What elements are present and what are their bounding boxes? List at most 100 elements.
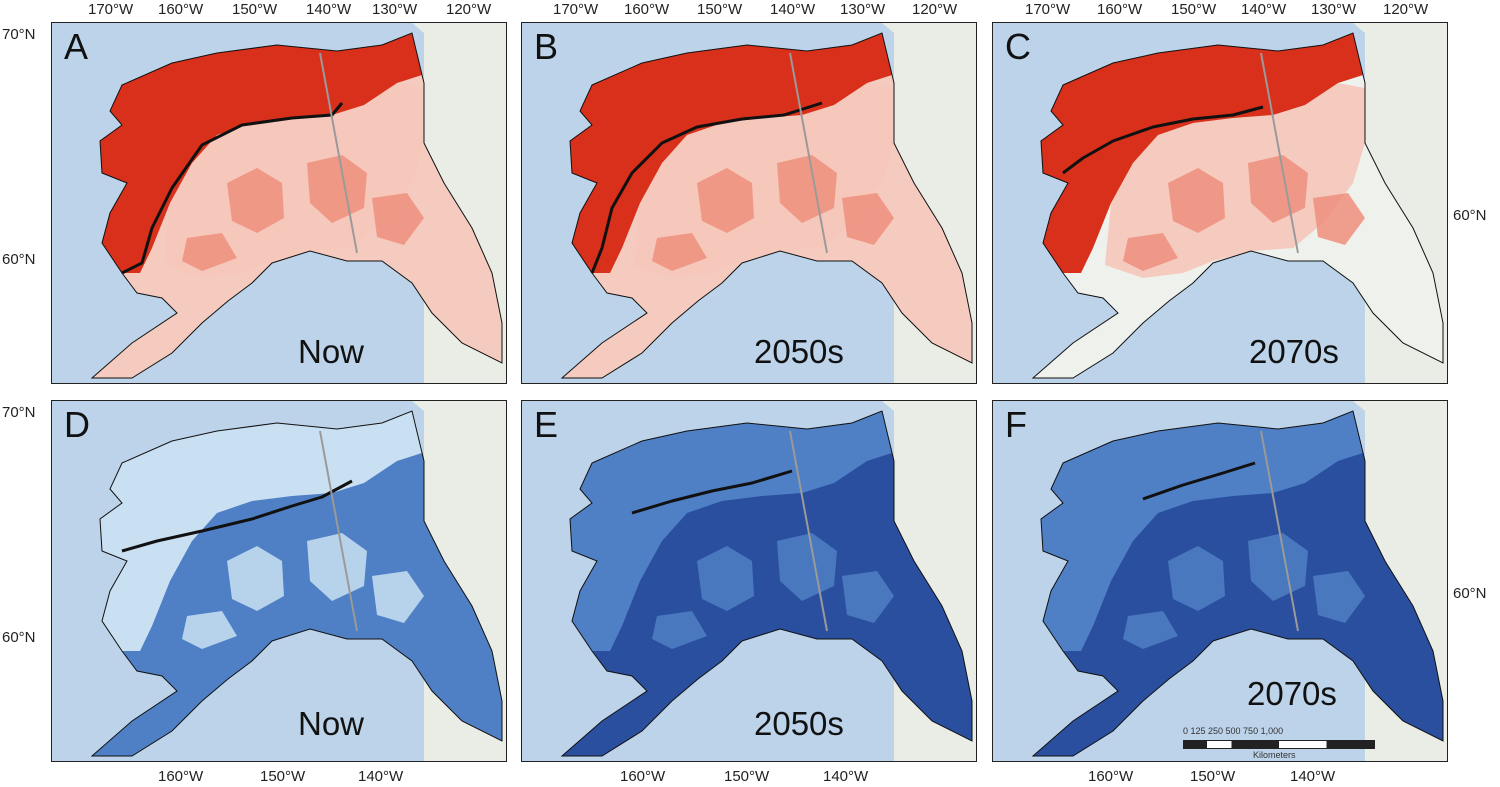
border-line — [319, 430, 358, 632]
climate-fill-interior — [634, 83, 894, 278]
contour-line — [1142, 461, 1256, 501]
climate-patch — [777, 155, 837, 223]
lon-tick-top: 120°W — [446, 1, 492, 18]
climate-patch — [697, 546, 754, 611]
map-panel-e: E 2050s — [521, 400, 977, 762]
panel-letter: B — [534, 26, 559, 67]
climate-patch — [1313, 571, 1365, 623]
coastline — [90, 410, 503, 757]
period-label: 2050s — [754, 333, 844, 370]
map-panel-b: B 2050s — [521, 22, 977, 384]
climate-patch — [777, 533, 837, 601]
lon-tick-top: 140°W — [770, 1, 816, 18]
climate-patch — [1248, 155, 1308, 223]
climate-patch — [697, 168, 754, 233]
lon-tick-bottom: 140°W — [823, 768, 869, 785]
map-panel-f: F 2070s 0 125 250 500 750 1,000 Kilomete… — [992, 400, 1448, 762]
period-label: Now — [298, 705, 365, 742]
map-panel-d: D Now — [51, 400, 507, 762]
climate-fill-north — [1041, 33, 1363, 273]
climate-patch — [1248, 533, 1308, 601]
coastline — [560, 32, 973, 379]
lat-tick-right: 60°N — [1453, 207, 1487, 224]
climate-patch — [1168, 168, 1225, 233]
border-line — [1260, 52, 1299, 254]
climate-patch — [182, 233, 237, 271]
lon-tick-top: 130°W — [840, 1, 886, 18]
scale-bar: 0 125 250 500 750 1,000 Kilometers — [1183, 726, 1383, 761]
lon-tick-top: 170°W — [1025, 1, 1071, 18]
border-line — [789, 430, 828, 632]
climate-patch — [1123, 611, 1178, 649]
lon-tick-top: 170°W — [553, 1, 599, 18]
lon-tick-bottom: 150°W — [724, 768, 770, 785]
lon-tick-top: 170°W — [88, 1, 134, 18]
lon-tick-bottom: 160°W — [620, 768, 666, 785]
climate-patch — [652, 233, 707, 271]
lat-tick-left: 70°N — [2, 26, 36, 43]
climate-patch — [842, 571, 894, 623]
climate-fill-interior — [1105, 461, 1365, 656]
contour-line — [121, 102, 344, 275]
period-label: 2070s — [1249, 333, 1339, 370]
climate-fill-north — [570, 33, 892, 273]
lon-tick-bottom: 140°W — [358, 768, 404, 785]
scale-bar-graphic — [1183, 740, 1375, 749]
climate-patch — [1168, 546, 1225, 611]
climate-patch — [842, 193, 894, 245]
climate-patch — [1313, 193, 1365, 245]
climate-patch — [182, 611, 237, 649]
climate-fill-north — [100, 33, 422, 273]
border-line — [319, 52, 358, 254]
coastline — [560, 410, 973, 757]
contour-line — [590, 101, 823, 274]
climate-fill-north — [100, 411, 422, 651]
climate-fill-interior — [1105, 83, 1365, 278]
panel-letter: E — [534, 404, 559, 445]
coastline — [1031, 32, 1444, 379]
contour-line — [1062, 105, 1264, 175]
map-canvas — [522, 23, 976, 383]
lon-tick-bottom: 140°W — [1290, 768, 1336, 785]
climate-fill-north — [1041, 411, 1363, 651]
lon-tick-top: 150°W — [232, 1, 278, 18]
climate-fill-interior — [164, 461, 424, 656]
climate-patch — [227, 168, 284, 233]
lon-tick-top: 130°W — [1311, 1, 1357, 18]
climate-patch — [372, 571, 424, 623]
lon-tick-top: 120°W — [912, 1, 958, 18]
period-label: 2050s — [754, 705, 844, 742]
contour-line — [121, 479, 353, 553]
contour-line — [631, 469, 793, 515]
lon-tick-top: 140°W — [1241, 1, 1287, 18]
map-canvas — [522, 401, 976, 761]
lat-tick-right: 60°N — [1453, 585, 1487, 602]
lat-tick-left: 70°N — [2, 404, 36, 421]
map-canvas — [52, 23, 506, 383]
panel-letter: A — [64, 26, 89, 67]
lon-tick-top: 160°W — [624, 1, 670, 18]
scale-bar-ticks: 0 125 250 500 750 1,000 — [1183, 726, 1284, 736]
climate-patch — [227, 546, 284, 611]
lon-tick-bottom: 160°W — [158, 768, 204, 785]
lon-tick-bottom: 160°W — [1088, 768, 1134, 785]
climate-fill-north — [570, 411, 892, 651]
panel-letter: D — [64, 404, 90, 445]
lon-tick-bottom: 150°W — [260, 768, 306, 785]
map-panel-a: A Now — [51, 22, 507, 384]
lon-tick-top: 160°W — [1097, 1, 1143, 18]
lon-tick-top: 120°W — [1383, 1, 1429, 18]
climate-patch — [307, 155, 367, 223]
climate-patch — [652, 611, 707, 649]
map-panel-c: C 2070s — [992, 22, 1448, 384]
lon-tick-top: 160°W — [158, 1, 204, 18]
panel-letter: C — [1005, 26, 1031, 67]
map-canvas — [993, 401, 1447, 761]
lon-tick-top: 150°W — [1171, 1, 1217, 18]
lon-tick-top: 150°W — [697, 1, 743, 18]
lon-tick-top: 130°W — [372, 1, 418, 18]
border-line — [1260, 430, 1299, 632]
lat-tick-left: 60°N — [2, 629, 36, 646]
climate-patch — [372, 193, 424, 245]
scale-bar-unit: Kilometers — [1253, 750, 1296, 760]
